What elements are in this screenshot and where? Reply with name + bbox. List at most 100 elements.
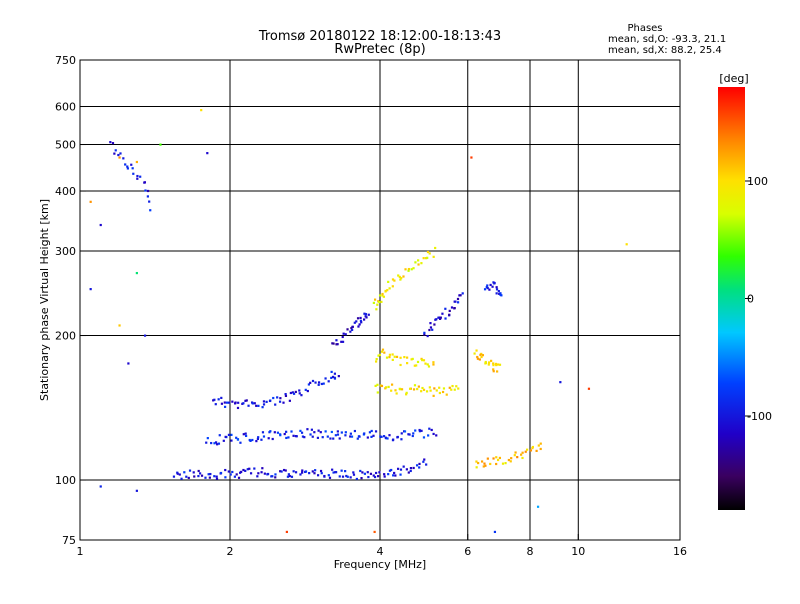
- data-point: [331, 468, 334, 471]
- data-point: [192, 471, 195, 474]
- data-point: [367, 475, 370, 479]
- data-point: [412, 432, 415, 435]
- data-point: [409, 469, 412, 473]
- data-point: [412, 267, 415, 270]
- data-point: [393, 279, 396, 282]
- chart-title: Tromsø 20180122 18:12:00-18:13:43: [258, 29, 501, 44]
- data-point: [350, 327, 353, 330]
- data-point: [438, 317, 442, 320]
- data-point: [414, 261, 417, 264]
- data-point: [458, 294, 461, 297]
- data-point: [317, 429, 320, 432]
- data-point: [306, 428, 309, 431]
- x-tick-label: 8: [527, 545, 534, 558]
- data-point: [285, 436, 288, 440]
- data-point: [245, 399, 248, 402]
- data-point: [445, 393, 448, 396]
- data-point: [475, 349, 478, 352]
- data-point: [383, 473, 386, 476]
- data-point: [212, 399, 215, 402]
- data-point: [402, 275, 405, 278]
- data-point: [539, 442, 542, 445]
- data-point: [284, 394, 288, 397]
- data-point: [405, 391, 408, 394]
- data-point: [376, 303, 379, 306]
- data-point: [418, 430, 422, 433]
- data-point: [377, 354, 380, 357]
- data-point: [539, 447, 542, 451]
- data-point: [388, 353, 392, 356]
- data-point: [306, 389, 309, 393]
- data-point: [381, 348, 385, 351]
- data-point: [233, 475, 236, 478]
- data-point: [263, 472, 266, 475]
- data-point: [408, 387, 412, 390]
- data-point: [407, 471, 410, 474]
- data-point: [214, 441, 218, 444]
- data-point: [279, 397, 282, 400]
- data-point: [399, 278, 402, 281]
- data-point: [307, 383, 310, 386]
- data-point: [407, 433, 410, 436]
- data-point: [495, 292, 498, 295]
- data-point: [510, 457, 513, 460]
- data-point: [276, 396, 279, 399]
- data-point: [422, 257, 425, 260]
- data-point: [400, 388, 404, 391]
- data-point: [223, 405, 227, 408]
- data-point: [197, 469, 200, 473]
- data-point: [335, 343, 338, 346]
- data-point: [109, 141, 112, 144]
- data-point: [369, 472, 373, 475]
- data-point: [479, 353, 482, 356]
- data-point: [287, 436, 290, 439]
- data-point: [495, 462, 498, 466]
- data-point: [426, 256, 429, 259]
- data-point: [410, 268, 413, 271]
- data-point: [341, 340, 345, 343]
- data-point: [492, 457, 495, 460]
- data-point: [486, 286, 489, 290]
- data-point: [185, 475, 188, 478]
- data-point: [426, 334, 429, 338]
- data-point: [180, 477, 183, 480]
- data-point: [340, 431, 343, 434]
- data-point: [444, 307, 447, 310]
- data-point: [146, 189, 150, 193]
- data-point: [421, 359, 424, 362]
- data-point: [363, 312, 366, 315]
- chart-subtitle: RwPretec (8p): [334, 42, 425, 57]
- data-point: [402, 465, 405, 468]
- data-point: [328, 476, 332, 479]
- data-point: [390, 468, 393, 472]
- data-point: [237, 401, 240, 404]
- data-point: [426, 250, 430, 254]
- data-point: [324, 377, 327, 380]
- data-point: [481, 354, 485, 357]
- data-point: [215, 475, 218, 478]
- data-point: [207, 473, 210, 476]
- y-tick-label: 100: [55, 474, 76, 487]
- data-point: [420, 262, 423, 265]
- data-point: [231, 400, 234, 403]
- data-point: [422, 460, 425, 463]
- data-point: [244, 432, 247, 435]
- data-point: [284, 469, 287, 472]
- data-point: [414, 429, 417, 432]
- data-point: [99, 485, 102, 488]
- data-point: [317, 383, 320, 386]
- data-point: [363, 432, 366, 435]
- data-point: [304, 388, 307, 391]
- data-point: [428, 386, 431, 389]
- data-point: [387, 280, 390, 284]
- data-point: [381, 294, 384, 297]
- data-point: [435, 434, 438, 437]
- data-point: [242, 433, 245, 436]
- data-point: [304, 470, 308, 473]
- data-point: [489, 462, 492, 466]
- data-point: [439, 316, 442, 319]
- colorbar-tick-label: 0: [747, 293, 754, 306]
- data-point: [405, 393, 408, 396]
- data-point: [317, 381, 321, 384]
- data-point: [386, 289, 389, 292]
